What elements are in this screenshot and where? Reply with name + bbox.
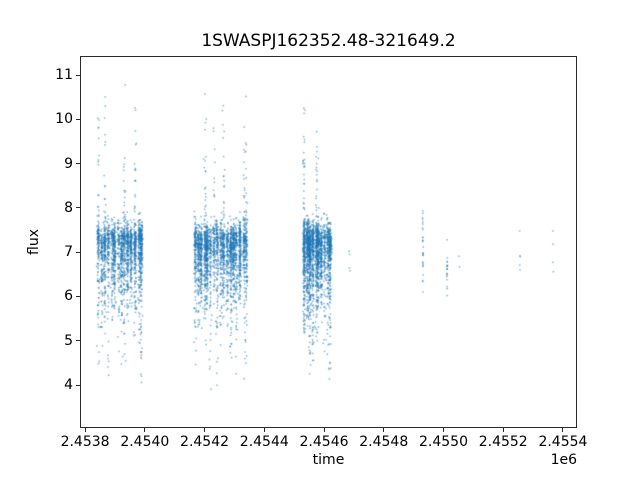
y-tick-label: 8 bbox=[64, 199, 73, 216]
y-axis-label: flux bbox=[26, 229, 42, 255]
y-tick-mark bbox=[76, 384, 80, 386]
x-tick-mark bbox=[502, 428, 504, 432]
y-tick-mark bbox=[76, 251, 80, 253]
y-tick-mark bbox=[76, 295, 80, 297]
y-tick-label: 11 bbox=[55, 67, 73, 84]
x-tick-label: 2.4548 bbox=[359, 434, 409, 450]
chart-title: 1SWASPJ162352.48-321649.2 bbox=[201, 31, 456, 51]
y-tick-label: 6 bbox=[64, 288, 73, 305]
y-tick-label: 5 bbox=[64, 332, 73, 349]
x-axis-label: time bbox=[312, 452, 345, 468]
x-tick-label: 2.4540 bbox=[120, 434, 170, 450]
y-tick-mark bbox=[76, 340, 80, 342]
x-tick-label: 2.4544 bbox=[239, 434, 289, 450]
y-tick-mark bbox=[76, 207, 80, 209]
x-axis-offset-text: 1e6 bbox=[550, 452, 577, 468]
x-tick-label: 2.4552 bbox=[478, 434, 528, 450]
y-tick-label: 4 bbox=[64, 377, 73, 394]
x-tick-label: 2.4538 bbox=[60, 434, 110, 450]
axes-frame bbox=[80, 56, 577, 428]
y-tick-mark bbox=[76, 163, 80, 165]
y-tick-label: 9 bbox=[64, 155, 73, 172]
x-tick-label: 2.4542 bbox=[180, 434, 230, 450]
y-tick-mark bbox=[76, 74, 80, 76]
y-tick-label: 7 bbox=[64, 244, 73, 261]
x-tick-mark bbox=[562, 428, 564, 432]
x-tick-mark bbox=[84, 428, 86, 432]
x-tick-mark bbox=[204, 428, 206, 432]
x-tick-mark bbox=[442, 428, 444, 432]
x-tick-mark bbox=[263, 428, 265, 432]
y-tick-mark bbox=[76, 118, 80, 120]
x-tick-label: 2.4546 bbox=[299, 434, 349, 450]
x-tick-mark bbox=[144, 428, 146, 432]
y-tick-label: 10 bbox=[55, 111, 73, 128]
x-tick-label: 2.4550 bbox=[418, 434, 468, 450]
x-tick-mark bbox=[323, 428, 325, 432]
x-tick-label: 2.4554 bbox=[538, 434, 588, 450]
x-tick-mark bbox=[383, 428, 385, 432]
